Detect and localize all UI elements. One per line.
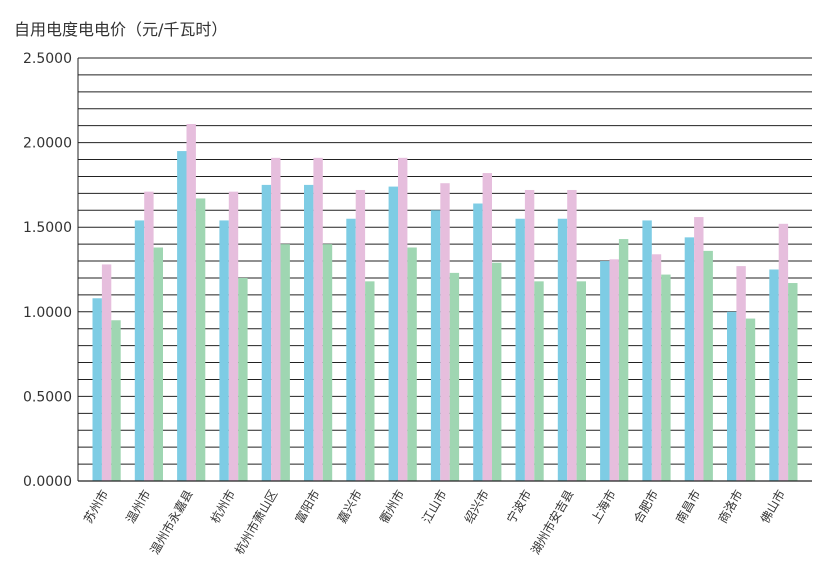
bar	[355, 189, 366, 481]
bar	[769, 269, 779, 481]
bar	[651, 254, 662, 481]
x-tick-label: 杭州市	[207, 487, 238, 526]
bar	[388, 186, 398, 482]
x-tick-label: 富阳市	[292, 487, 323, 526]
bar	[684, 237, 695, 481]
bar	[134, 220, 145, 481]
bar	[482, 173, 492, 481]
x-tick-label: 嘉兴市	[334, 487, 365, 526]
x-tick-label: 上海市	[588, 487, 619, 526]
y-tick-label: 1.0000	[23, 305, 72, 321]
bar	[407, 247, 417, 481]
y-tick-label: 0.5000	[23, 389, 72, 405]
bar	[557, 218, 568, 482]
bar	[736, 266, 746, 481]
bar	[788, 283, 798, 481]
bar	[609, 259, 619, 481]
bar	[153, 247, 163, 481]
y-tick-label: 0.0000	[23, 474, 72, 490]
bar	[92, 298, 102, 481]
bar	[576, 281, 586, 481]
bar	[703, 250, 713, 481]
x-tick-label: 佛山市	[757, 487, 788, 526]
x-tick-label: 温州市	[122, 487, 153, 526]
x-tick-label: 湖州市安吉县	[527, 487, 576, 557]
bar	[661, 274, 671, 481]
bar	[346, 218, 356, 482]
bar	[365, 281, 375, 481]
bar	[304, 184, 314, 481]
bar	[238, 277, 248, 481]
x-tick-label: 绍兴市	[461, 487, 492, 526]
bar	[280, 244, 290, 481]
x-tick-label: 南昌市	[672, 487, 703, 526]
bar	[515, 218, 525, 482]
bar	[271, 157, 281, 481]
bar	[694, 217, 704, 481]
bar	[534, 281, 544, 481]
x-tick-label: 杭州市萧山区	[231, 487, 280, 557]
bar	[219, 220, 229, 481]
bar	[261, 184, 272, 481]
x-tick-label: 江山市	[419, 487, 450, 526]
bar	[322, 244, 333, 481]
x-tick-label: 苏州市	[80, 487, 111, 526]
bar	[524, 189, 535, 481]
bar	[745, 318, 756, 481]
bar	[618, 239, 629, 481]
bar	[177, 151, 187, 481]
bar	[727, 311, 737, 481]
bar	[186, 123, 196, 481]
bar	[600, 261, 610, 481]
chart-title: 自用电度电电价（元/千瓦时）	[14, 20, 228, 39]
bar	[567, 189, 577, 481]
bar	[778, 223, 789, 482]
y-tick-label: 1.5000	[23, 220, 72, 236]
x-tick-label: 温州市永嘉县	[147, 487, 196, 557]
bar	[492, 262, 502, 481]
y-tick-labels: 0.0000 0.5000 1.0000 1.5000 2.0000 2.5000	[23, 51, 72, 490]
y-tick-label: 2.0000	[23, 136, 72, 152]
bar	[473, 203, 483, 481]
x-tick-label: 宁波市	[503, 487, 534, 526]
bar	[440, 183, 450, 481]
bar	[111, 320, 121, 481]
bar	[430, 210, 441, 481]
bar	[144, 191, 154, 481]
bar	[195, 198, 206, 481]
bar	[228, 191, 239, 481]
x-tick-label: 商洛市	[715, 487, 746, 526]
bar	[313, 157, 323, 481]
y-tick-label: 2.5000	[23, 51, 72, 67]
bar	[642, 220, 652, 481]
bar	[101, 264, 112, 481]
bar	[398, 157, 408, 481]
bars	[92, 123, 798, 482]
x-tick-label: 合肥市	[630, 487, 661, 526]
x-tick-label: 衢州市	[376, 487, 407, 526]
axes	[77, 58, 812, 482]
bar	[449, 272, 460, 481]
